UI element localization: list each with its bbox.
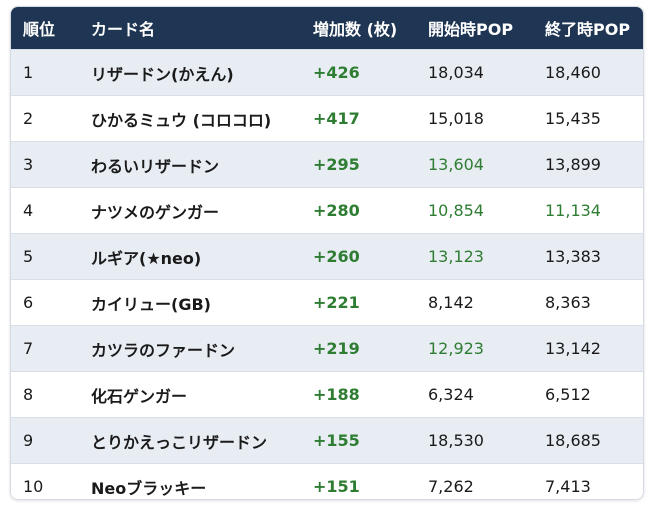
start-pop: 15,018 bbox=[428, 109, 484, 128]
table-row: 8 化石ゲンガー +188 6,324 6,512 bbox=[11, 371, 643, 417]
rank: 4 bbox=[23, 201, 34, 220]
increase: +155 bbox=[313, 431, 360, 450]
table-row: 10 Neoブラッキー +151 7,262 7,413 bbox=[11, 463, 643, 499]
start-pop: 18,034 bbox=[428, 63, 484, 82]
increase: +295 bbox=[313, 155, 360, 174]
start-pop: 8,142 bbox=[428, 293, 474, 312]
end-pop: 8,363 bbox=[545, 293, 591, 312]
table-row: 3 わるいリザードン +295 13,604 13,899 bbox=[11, 141, 643, 187]
start-pop: 18,530 bbox=[428, 431, 484, 450]
table-row: 7 カツラのファードン +219 12,923 13,142 bbox=[11, 325, 643, 371]
rank: 10 bbox=[23, 477, 44, 496]
increase: +260 bbox=[313, 247, 360, 266]
end-pop: 13,142 bbox=[545, 339, 601, 358]
table-row: 2 ひかるミュウ (コロコロ) +417 15,018 15,435 bbox=[11, 95, 643, 141]
table-row: 1 リザードン(かえん) +426 18,034 18,460 bbox=[11, 49, 643, 95]
card-name: ひかるミュウ (コロコロ) bbox=[91, 110, 272, 130]
end-pop: 11,134 bbox=[545, 201, 601, 220]
increase: +426 bbox=[313, 63, 360, 82]
rank: 9 bbox=[23, 431, 34, 450]
card-name: ルギア(★neo) bbox=[91, 248, 202, 268]
rank: 1 bbox=[23, 63, 34, 82]
rank: 3 bbox=[23, 155, 34, 174]
rank: 2 bbox=[23, 109, 34, 128]
increase: +151 bbox=[313, 477, 360, 496]
table-body: 1 リザードン(かえん) +426 18,034 18,460 2 ひかるミュウ (コロコロ… bbox=[11, 49, 643, 499]
table-row: 4 ナツメのゲンガー +280 10,854 11,134 bbox=[11, 187, 643, 233]
card-name: わるいリザードン bbox=[91, 156, 220, 176]
card-name: ナツメのゲンガー bbox=[91, 202, 220, 222]
end-pop: 6,512 bbox=[545, 385, 591, 404]
card-name: リザードン(かえん) bbox=[91, 64, 234, 84]
start-pop: 6,324 bbox=[428, 385, 474, 404]
header-cell: 開始時POP bbox=[428, 20, 514, 39]
rank: 5 bbox=[23, 247, 34, 266]
header-cell: 順位 bbox=[23, 20, 56, 39]
card-name: 化石ゲンガー bbox=[91, 386, 188, 406]
header-cell: 終了時POP bbox=[545, 20, 631, 39]
increase: +221 bbox=[313, 293, 360, 312]
header-row: 順位 カード名 増加数 (枚) 開始時POP 終了時POP bbox=[11, 7, 643, 49]
increase: +188 bbox=[313, 385, 360, 404]
rank: 7 bbox=[23, 339, 34, 358]
table-row: 9 とりかえっこリザードン +155 18,530 18,685 bbox=[11, 417, 643, 463]
end-pop: 18,460 bbox=[545, 63, 601, 82]
header-cell: カード名 bbox=[91, 20, 156, 39]
start-pop: 12,923 bbox=[428, 339, 484, 358]
increase: +280 bbox=[313, 201, 360, 220]
start-pop: 13,604 bbox=[428, 155, 484, 174]
card-name: とりかえっこリザードン bbox=[91, 432, 268, 452]
end-pop: 13,383 bbox=[545, 247, 601, 266]
start-pop: 13,123 bbox=[428, 247, 484, 266]
card-name: カイリュー(GB) bbox=[91, 294, 211, 314]
end-pop: 18,685 bbox=[545, 431, 601, 450]
start-pop: 7,262 bbox=[428, 477, 474, 496]
rank: 6 bbox=[23, 293, 34, 312]
start-pop: 10,854 bbox=[428, 201, 484, 220]
table-row: 6 カイリュー(GB) +221 8,142 8,363 bbox=[11, 279, 643, 325]
card-name: カツラのファードン bbox=[91, 340, 236, 360]
card-name: Neoブラッキー bbox=[91, 478, 207, 498]
table-row: 5 ルギア(★neo) +260 13,123 13,383 bbox=[11, 233, 643, 279]
ranking-table: 順位 カード名 増加数 (枚) 開始時POP 終了時POP 1 リザードン(かえん… bbox=[10, 6, 644, 500]
end-pop: 7,413 bbox=[545, 477, 591, 496]
rank: 8 bbox=[23, 385, 34, 404]
increase: +219 bbox=[313, 339, 360, 358]
end-pop: 15,435 bbox=[545, 109, 601, 128]
header-cell: 増加数 (枚) bbox=[313, 20, 398, 39]
end-pop: 13,899 bbox=[545, 155, 601, 174]
increase: +417 bbox=[313, 109, 360, 128]
